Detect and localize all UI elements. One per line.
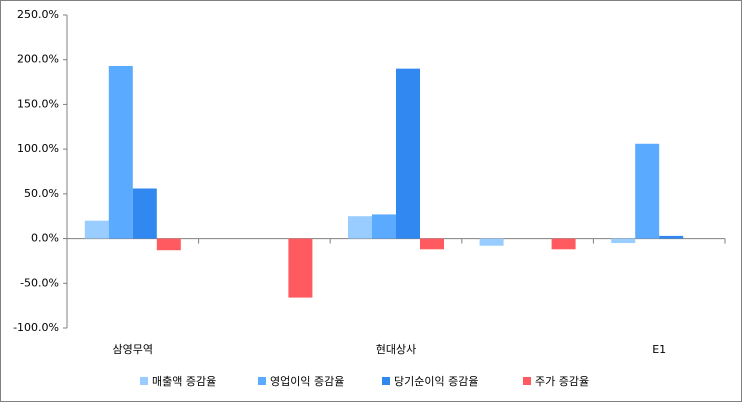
bar	[551, 238, 576, 250]
legend-swatch	[523, 377, 531, 385]
legend-label: 매출액 증감율	[152, 375, 216, 388]
bar	[659, 235, 684, 239]
bar	[372, 214, 396, 239]
bar	[420, 238, 444, 250]
bar	[635, 143, 660, 239]
legend-swatch	[382, 377, 390, 385]
y-tick-label: 100.0%	[17, 142, 59, 155]
bar	[611, 238, 636, 244]
y-tick-label: 150.0%	[17, 97, 59, 110]
bar	[396, 68, 420, 239]
legend-label: 주가 증감율	[535, 375, 589, 388]
y-tick-label: -100.0%	[13, 321, 59, 334]
x-tick-label: 현대상사	[376, 343, 416, 356]
bar	[348, 216, 372, 239]
bar	[479, 238, 504, 246]
y-tick-label: 0.0%	[31, 232, 59, 245]
x-tick-label: 삼영무역	[113, 343, 153, 356]
bar	[132, 188, 157, 239]
bar	[108, 65, 133, 239]
legend-swatch	[258, 377, 266, 385]
y-tick-label: 50.0%	[24, 187, 59, 200]
legend-label: 당기순이익 증감율	[394, 375, 478, 388]
x-tick-label: E1	[652, 343, 666, 356]
bar	[84, 220, 109, 239]
legend-swatch	[140, 377, 148, 385]
y-tick-label: 250.0%	[17, 8, 59, 21]
y-tick-label: 200.0%	[17, 53, 59, 66]
bar	[288, 238, 313, 298]
bar	[156, 238, 181, 251]
y-tick-label: -50.0%	[20, 276, 59, 289]
legend-label: 영업이익 증감율	[270, 375, 344, 388]
